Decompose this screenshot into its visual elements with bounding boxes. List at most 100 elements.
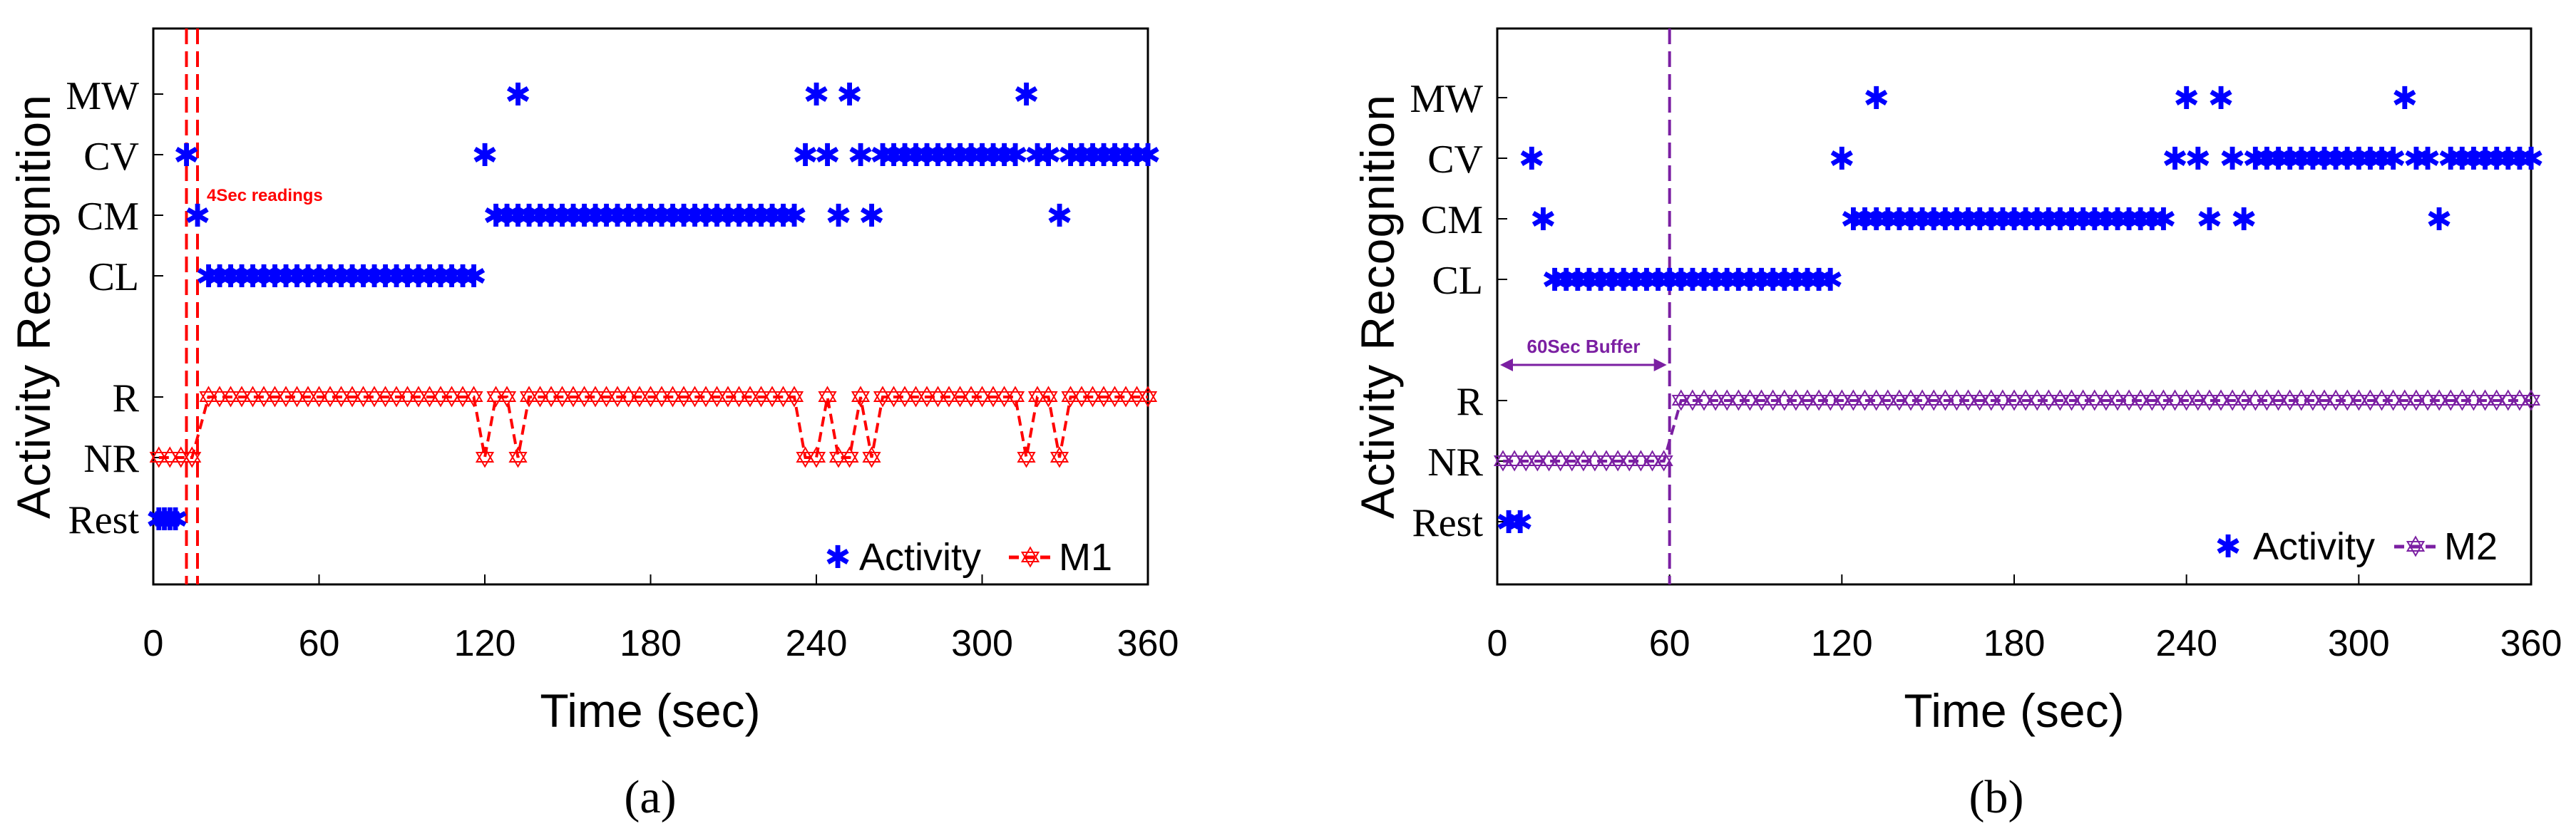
activity-point: ✱ — [538, 198, 565, 234]
activity-point: ✱ — [583, 198, 609, 234]
model-point: ✡ — [1842, 385, 1866, 418]
model-point: ✡ — [1037, 381, 1061, 414]
activity-point: ✱ — [1679, 262, 1705, 299]
activity-point: ✱ — [605, 198, 631, 234]
panel-b-ytick-mw: MW — [1410, 77, 1483, 121]
panel-b-annotation-60sec: 60Sec Buffer — [1527, 336, 1641, 357]
activity-point: ✱ — [560, 198, 587, 234]
model-point: ✡ — [158, 442, 182, 475]
activity-point: ✱ — [1840, 202, 1867, 238]
model-point: ✡ — [915, 381, 939, 414]
model-point: ✡ — [926, 381, 950, 414]
activity-point: ✱ — [2208, 81, 2234, 117]
model-point: ✡ — [1921, 385, 1946, 418]
model-point: ✡ — [2013, 385, 2038, 418]
activity-point: ✱ — [1703, 262, 1729, 299]
activity-point: ✱ — [649, 198, 675, 234]
model-point: ✡ — [583, 381, 607, 414]
activity-point: ✱ — [1057, 138, 1084, 174]
model-point: ✡ — [904, 381, 928, 414]
model-point: ✡ — [462, 381, 486, 414]
activity-point: ✱ — [1519, 141, 1545, 177]
panel-b-xtick-300: 300 — [2328, 623, 2390, 664]
activity-point: ✱ — [615, 198, 642, 234]
activity-point: ✱ — [737, 198, 764, 234]
model-point: ✡ — [749, 381, 774, 414]
activity-point: ✱ — [251, 259, 277, 295]
model-point: ✡ — [396, 381, 420, 414]
panel-a-legend-activity-marker: ✱ — [825, 540, 851, 576]
model-point: ✡ — [2370, 385, 2394, 418]
activity-point: ✱ — [726, 198, 752, 234]
activity-point: ✱ — [1013, 77, 1040, 113]
activity-point: ✱ — [494, 198, 520, 234]
activity-point: ✱ — [947, 138, 973, 174]
model-point: ✡ — [1571, 445, 1596, 478]
panel-a-ytick-r: R — [113, 376, 140, 420]
panel-b-plot-frame — [1496, 27, 2533, 586]
activity-point: ✱ — [361, 259, 388, 295]
model-point: ✡ — [1715, 385, 1739, 418]
activity-point: ✱ — [384, 259, 410, 295]
model-point: ✡ — [2335, 385, 2359, 418]
panel-a-chart: MW CV CM CL R NR Rest 0 60 120 180 240 3… — [7, 27, 1179, 823]
model-point: ✡ — [893, 381, 917, 414]
activity-point: ✱ — [284, 259, 310, 295]
activity-point: ✱ — [1863, 202, 1889, 238]
model-point: ✡ — [528, 381, 553, 414]
model-point: ✡ — [241, 381, 265, 414]
panel-b-chart: MW CV CM CL R NR Rest 0 60 120 180 240 3… — [1351, 27, 2562, 823]
model-point: ✡ — [1069, 381, 1094, 414]
activity-point: ✱ — [936, 138, 963, 174]
activity-point: ✱ — [870, 138, 896, 174]
model-point: ✡ — [650, 381, 674, 414]
model-point: ✡ — [2393, 385, 2417, 418]
model-point: ✡ — [1047, 442, 1072, 475]
activity-point: ✱ — [759, 198, 786, 234]
activity-point: ✱ — [1002, 138, 1029, 174]
activity-point: ✱ — [394, 259, 421, 295]
model-point: ✡ — [1092, 381, 1116, 414]
activity-point: ✱ — [2139, 202, 2165, 238]
model-point: ✡ — [2209, 385, 2233, 418]
activity-point: ✱ — [157, 502, 183, 538]
activity-point: ✱ — [892, 138, 918, 174]
model-point: ✡ — [1003, 381, 1027, 414]
model-point: ✡ — [1772, 385, 1797, 418]
model-point: ✡ — [992, 381, 1017, 414]
activity-point: ✱ — [2391, 81, 2418, 117]
model-point: ✡ — [2025, 385, 2049, 418]
model-point: ✡ — [2037, 385, 2061, 418]
activity-point: ✱ — [958, 138, 985, 174]
model-point: ✡ — [1864, 385, 1889, 418]
model-point: ✡ — [1618, 445, 1642, 478]
model-point: ✡ — [794, 442, 818, 475]
activity-point: ✱ — [2415, 141, 2441, 177]
activity-point: ✱ — [2299, 141, 2326, 177]
model-point: ✡ — [2427, 385, 2451, 418]
model-point: ✡ — [2220, 385, 2244, 418]
model-point: ✡ — [561, 381, 585, 414]
activity-point: ✱ — [1622, 262, 1648, 299]
activity-point: ✱ — [1966, 202, 1993, 238]
activity-point: ✱ — [2093, 202, 2119, 238]
panel-b-m2-dashed-line — [1503, 399, 2531, 463]
panel-b-x-axis-label: Time (sec) — [1904, 684, 2124, 737]
panel-a-xtick-0: 0 — [143, 623, 164, 664]
buffer-arrow-head-right — [1653, 358, 1667, 371]
model-point: ✡ — [506, 442, 530, 475]
model-point: ✡ — [307, 381, 332, 414]
model-point: ✡ — [1795, 385, 1820, 418]
panel-b-xtick-360: 360 — [2500, 623, 2562, 664]
activity-point: ✱ — [1714, 262, 1740, 299]
activity-point: ✱ — [2047, 202, 2073, 238]
activity-point: ✱ — [2277, 141, 2303, 177]
activity-point: ✱ — [1507, 505, 1534, 541]
panel-a-tick-marks — [153, 93, 1149, 584]
activity-point: ✱ — [2288, 141, 2314, 177]
model-point: ✡ — [1641, 445, 1665, 478]
model-point: ✡ — [440, 381, 464, 414]
model-point: ✡ — [937, 381, 961, 414]
model-point: ✡ — [2359, 385, 2383, 418]
model-point: ✡ — [2117, 385, 2141, 418]
